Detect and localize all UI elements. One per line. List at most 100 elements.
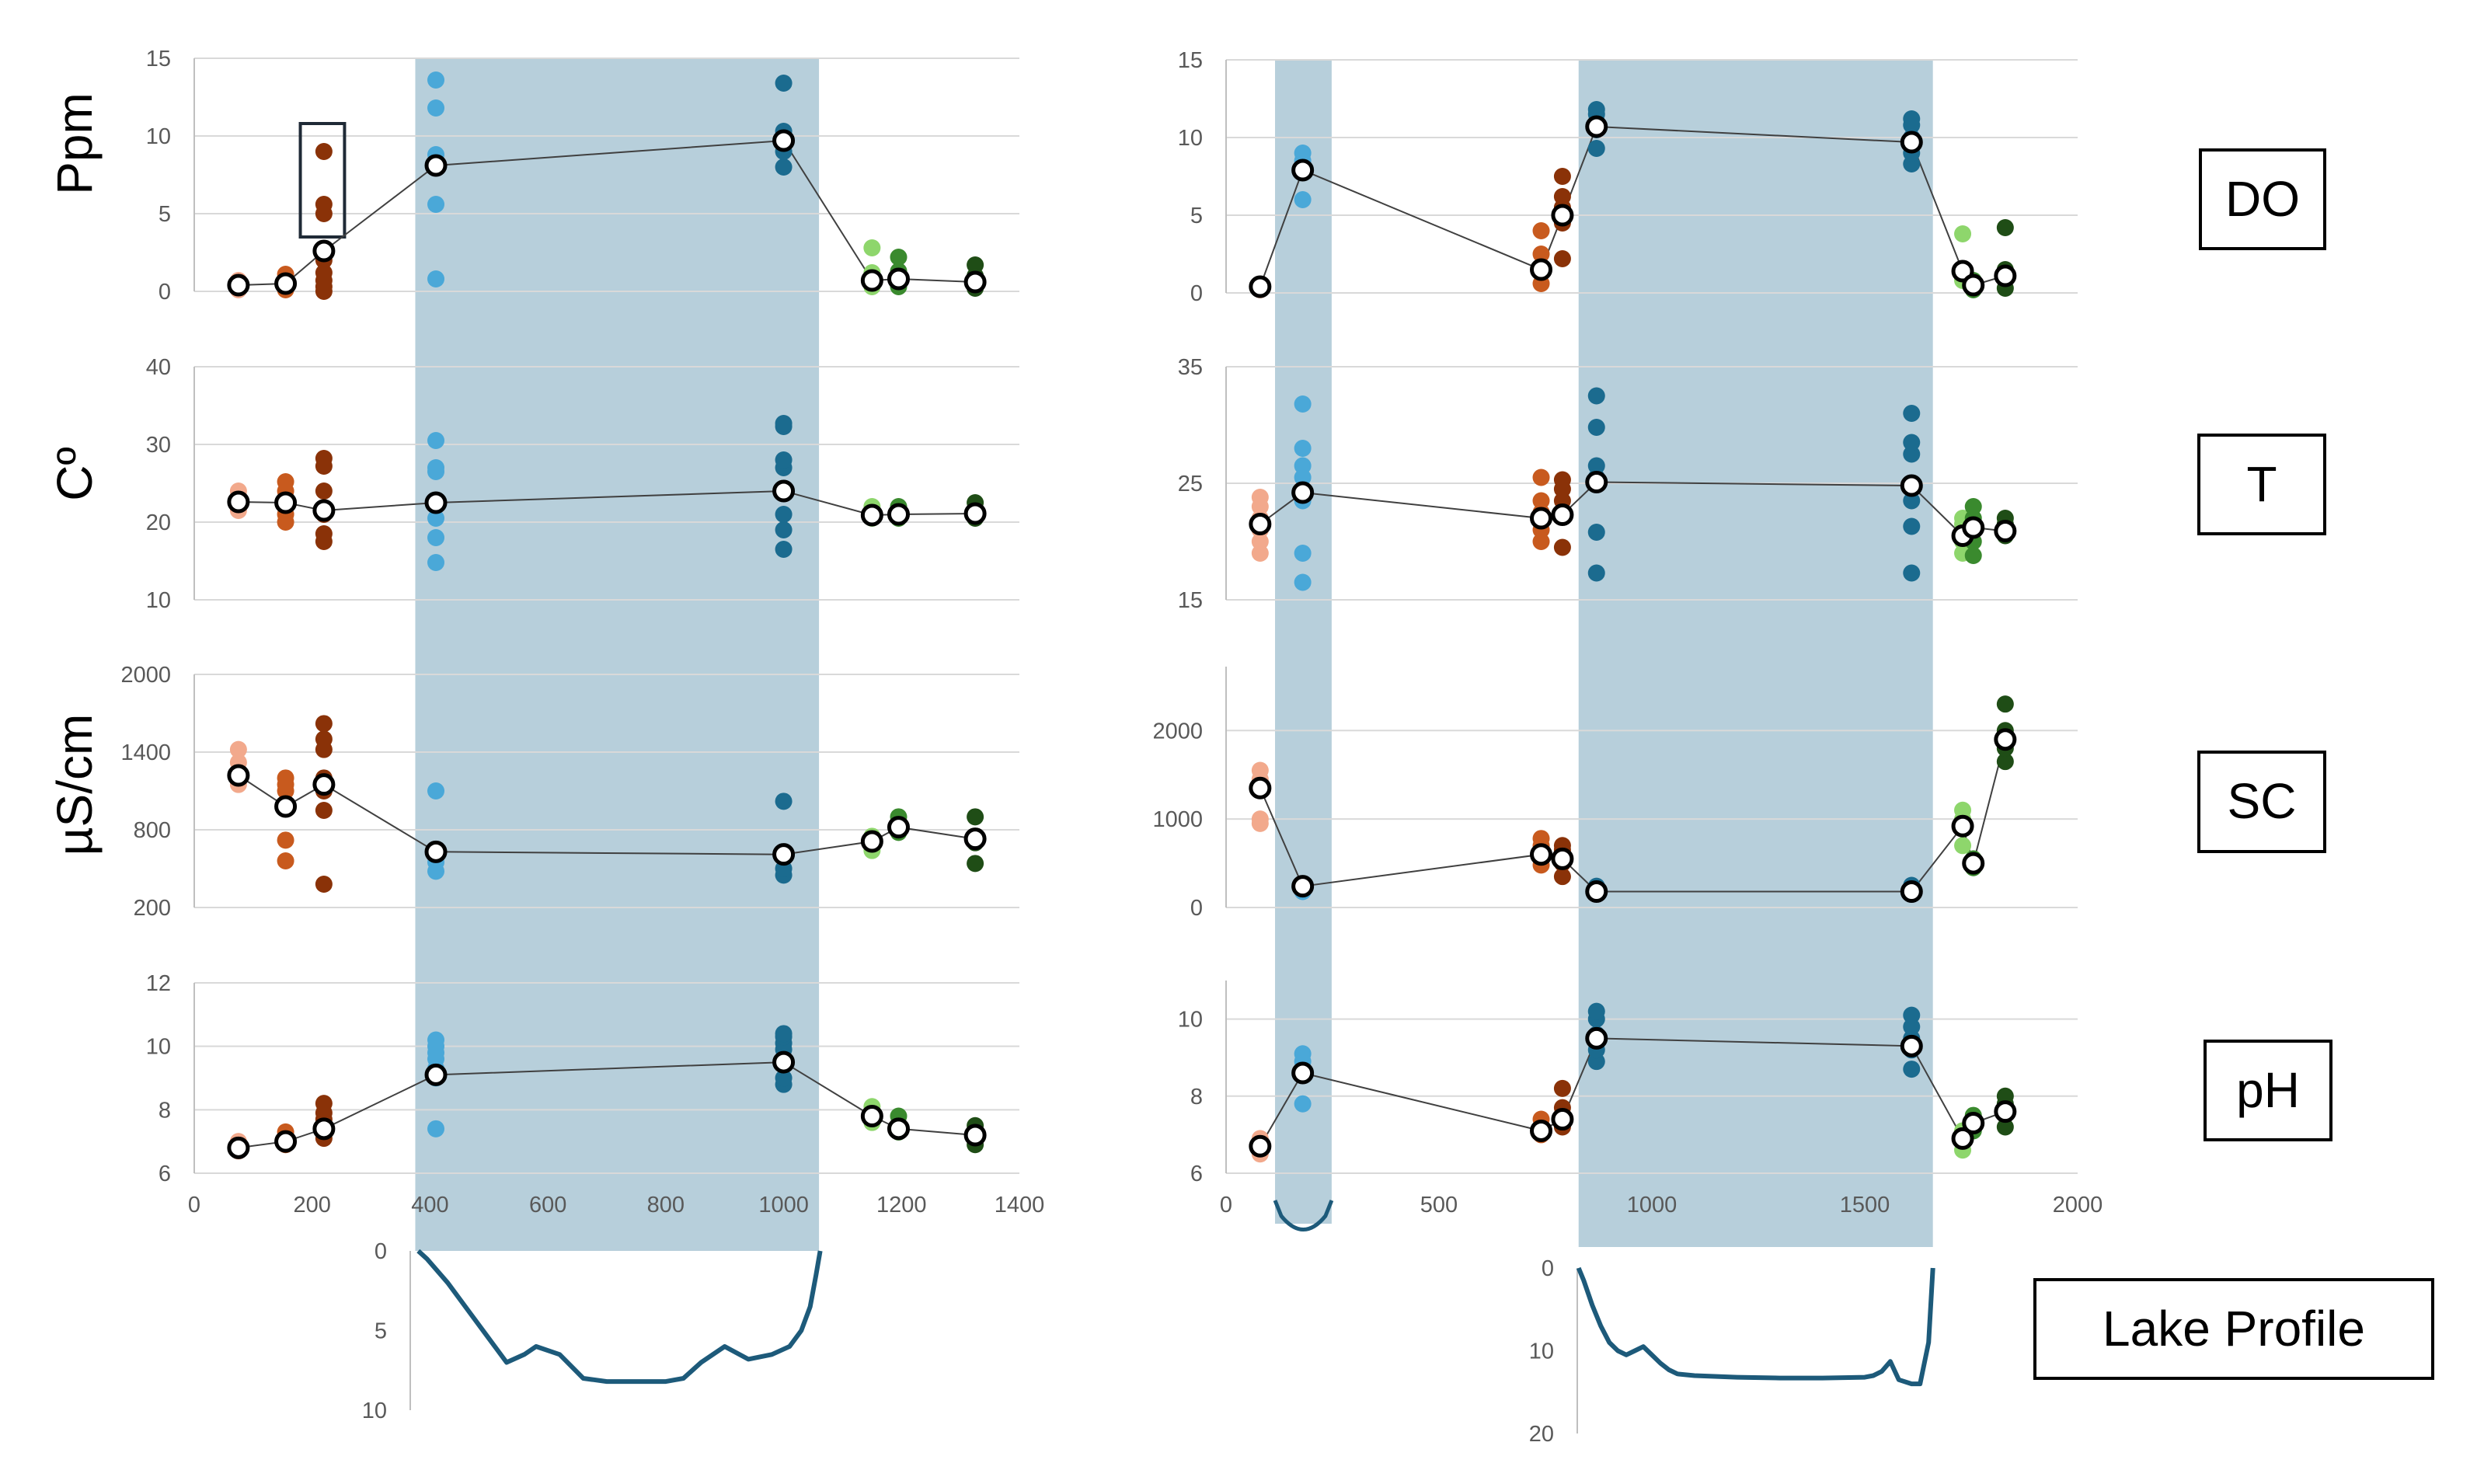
right-do-tick-label: 15 [1178, 48, 1203, 73]
right-ph-point [1587, 1002, 1605, 1020]
left-t-point [315, 482, 333, 500]
right-profile-outline [1576, 1266, 1935, 1387]
right-t-point [1903, 492, 1921, 510]
right-t-point [1903, 434, 1921, 451]
left-sc-point [775, 793, 793, 810]
right-sc-mean-marker [1994, 728, 2017, 751]
left-ph-mean-marker [772, 1050, 796, 1074]
right-do-mean-marker [1962, 273, 1985, 297]
left-ph-x-tick-label: 600 [529, 1193, 566, 1218]
left-t-point [427, 529, 445, 546]
left-ph-point [315, 1095, 333, 1113]
right-ph-mean-marker [1291, 1061, 1315, 1085]
right-do-point [1532, 222, 1550, 239]
box-ph-label: pH [2236, 1062, 2300, 1118]
left-sc-mean-marker [963, 827, 987, 851]
box-do-label: DO [2225, 171, 2300, 227]
right-do-point [1903, 110, 1921, 127]
right-sc-mean-marker [1951, 814, 1974, 838]
right-do-panel: 0 5 10 15 [1178, 48, 2078, 306]
right-do-mean-marker [1530, 258, 1553, 281]
box-sc-label: SC [2228, 773, 2297, 829]
left-do-mean-marker [227, 273, 250, 297]
left-sc-mean-marker [227, 764, 250, 787]
right-t-point [1294, 573, 1312, 591]
right-t-point [1294, 457, 1312, 475]
left-ph-panel: 6 8 10 12 0 200 400 600 800 1000 1200 1400 [146, 971, 1045, 1218]
left-ph-tick-label: 6 [159, 1162, 171, 1186]
right-t-point [1903, 517, 1921, 535]
right-profile-panel: 0 10 20 [1529, 1256, 1935, 1447]
left-profile-tick-label: 0 [375, 1239, 387, 1264]
right-ph-point [1903, 1061, 1921, 1078]
right-t-point [1294, 395, 1312, 413]
shade-left-lake [415, 58, 820, 1251]
right-sc-point [1251, 810, 1269, 828]
right-ph-point [1294, 1045, 1312, 1063]
left-ph-x-tick-label: 1200 [876, 1193, 927, 1218]
right-t-mean-marker [1551, 503, 1574, 526]
right-ph-mean-marker [1551, 1108, 1574, 1131]
box-do: DO [2199, 148, 2326, 250]
right-t-mean-marker [1962, 516, 1985, 539]
left-ph-tick-label: 10 [146, 1035, 171, 1060]
right-ph-mean-marker [1585, 1026, 1608, 1050]
right-do-point [1294, 145, 1312, 162]
left-do-point [315, 196, 333, 213]
left-t-point [315, 450, 333, 467]
right-do-point [1996, 219, 2014, 236]
left-profile-tick-label: 5 [375, 1319, 387, 1344]
left-do-point [863, 239, 881, 256]
left-t-mean-marker [274, 491, 298, 514]
right-t-point [1587, 387, 1605, 405]
left-do-tick-label: 10 [146, 124, 171, 149]
left-profile-panel: 0 5 10 [362, 1239, 823, 1423]
ylabel-t: Cº [47, 447, 103, 501]
left-t-tick-label: 10 [146, 588, 171, 613]
right-ph-tick-label: 10 [1178, 1008, 1203, 1033]
right-t-mean-marker [1249, 513, 1272, 535]
left-sc-mean-marker [274, 795, 298, 818]
box-profile-label: Lake Profile [2103, 1301, 2365, 1357]
left-sc-point [315, 876, 333, 893]
right-do-point [1553, 250, 1571, 267]
left-sc-mean-marker [772, 843, 796, 866]
right-do-mean-marker [1585, 115, 1608, 138]
left-ph-x-tick-label: 1000 [758, 1193, 809, 1218]
left-sc-mean-marker [887, 816, 910, 839]
shade-right-lake-2 [1578, 60, 1933, 1247]
right-t-point [1587, 419, 1605, 436]
left-do-mean-marker [772, 129, 796, 152]
left-t-mean-marker [887, 503, 910, 526]
left-do-mean-marker [963, 270, 987, 294]
right-sc-point [1996, 695, 2014, 713]
right-do-point [1532, 246, 1550, 263]
shade-right-lake-1 [1275, 60, 1332, 1224]
left-ph-x-tick-label: 800 [647, 1193, 685, 1218]
right-ph-x-tick-label: 0 [1220, 1193, 1232, 1218]
right-ph-mean-marker [1530, 1119, 1553, 1142]
right-t-point [1903, 564, 1921, 582]
box-ph: pH [2204, 1040, 2332, 1141]
right-sc-mean-marker [1551, 847, 1574, 870]
left-ph-tick-label: 8 [159, 1098, 171, 1123]
left-do-panel: 0 5 10 15 [146, 47, 1019, 305]
left-t-point [427, 510, 445, 527]
left-sc-mean-marker [860, 830, 883, 853]
left-t-point [427, 554, 445, 571]
left-do-mean-marker [887, 267, 910, 291]
right-sc-point [1996, 753, 2014, 771]
box-t-label: T [2246, 456, 2277, 512]
right-t-point [1964, 547, 1982, 564]
right-do-point [1587, 140, 1605, 157]
right-ph-mean-marker [1249, 1134, 1272, 1158]
right-t-point [1532, 469, 1550, 486]
left-sc-point [427, 782, 445, 799]
box-sc: SC [2197, 751, 2326, 853]
ylabel-do: Ppm [47, 92, 103, 195]
right-ph-mean-marker [1900, 1034, 1923, 1057]
right-ph-mean-marker [1951, 1127, 1974, 1150]
right-t-point [1964, 498, 1982, 515]
left-sc-point [315, 730, 333, 748]
left-t-mean-marker [312, 499, 336, 522]
